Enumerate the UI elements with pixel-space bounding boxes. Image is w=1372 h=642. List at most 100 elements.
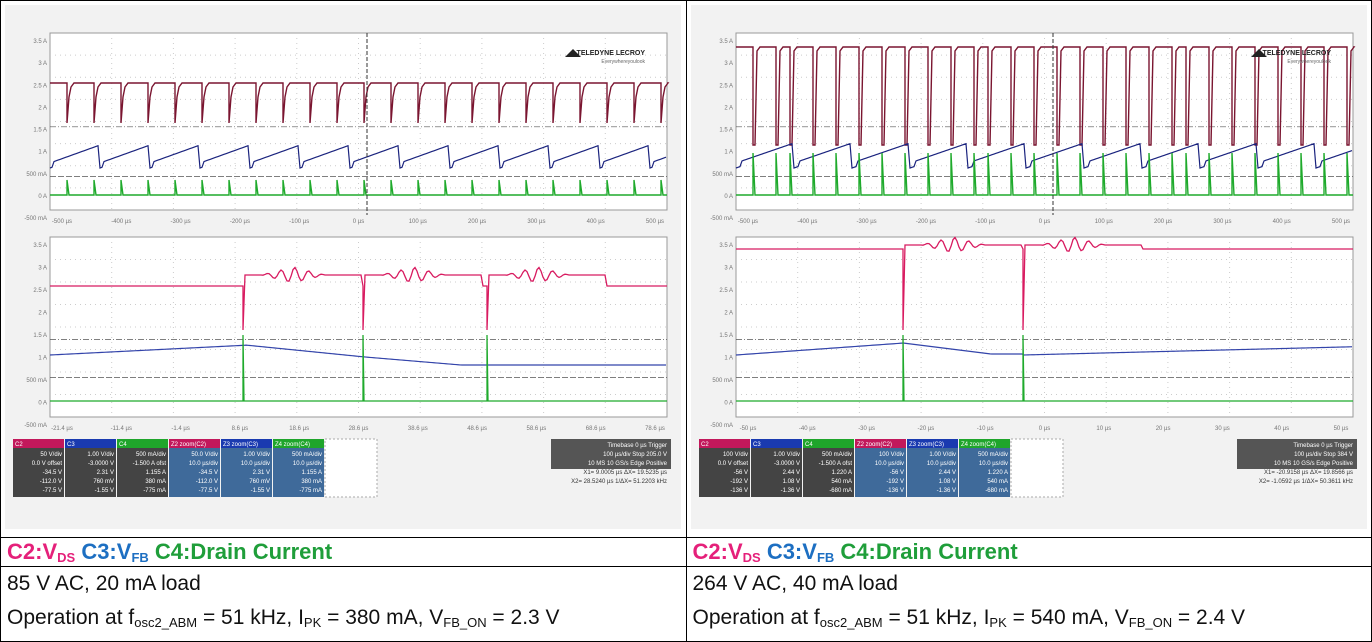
- text: = 51 kHz, I: [883, 606, 990, 629]
- channel-value: 500 mA/div: [821, 452, 851, 458]
- channel-label: C3: [67, 442, 75, 448]
- y-axis-label: 1.5 A: [33, 333, 47, 339]
- x-axis-label: 48.6 µs: [467, 426, 487, 432]
- channel-value: -192 V: [730, 479, 748, 485]
- x-axis-label: 20 µs: [1155, 426, 1170, 432]
- x-axis-label: 200 µs: [1154, 219, 1172, 225]
- scope-screenshot: 3.5 A3 A2.5 A2 A1.5 A1 A500 mA0 A-500 mA…: [691, 5, 1367, 529]
- y-axis-label: 3.5 A: [719, 243, 733, 249]
- channel-value: 1.220 A: [987, 470, 1007, 476]
- legend-cell: C2:VDS C3:VFB C4:Drain Current: [686, 538, 1372, 567]
- channel-label: Z2 zoom(C2): [171, 442, 206, 448]
- channel-label: Z3 zoom(C3): [909, 442, 944, 448]
- channel-value: 500 mA/div: [292, 452, 322, 458]
- x-axis-label: 100 µs: [409, 219, 427, 225]
- scope-cell: 3.5 A3 A2.5 A2 A1.5 A1 A500 mA0 A-500 mA…: [686, 1, 1372, 538]
- channel-value: 1.08 V: [782, 479, 799, 485]
- x-axis-label: -30 µs: [858, 426, 875, 432]
- logo: TELEDYNE LECROY: [577, 50, 646, 57]
- y-axis-label: 3 A: [724, 266, 733, 272]
- channel-value: 2.31 V: [253, 470, 270, 476]
- channel-value: 540 mA: [987, 479, 1008, 485]
- y-axis-label: 1 A: [38, 356, 47, 362]
- channel-value: 2.44 V: [782, 470, 799, 476]
- text: C2:V: [7, 539, 57, 564]
- timebase-text: Timebase 0 µs Trigger: [1293, 443, 1353, 449]
- channel-value: 380 mA: [301, 479, 322, 485]
- x-axis-label: 100 µs: [1094, 219, 1112, 225]
- channel-value: -1.55 V: [251, 488, 270, 494]
- y-axis-label: 2 A: [38, 311, 47, 317]
- channel-value: -34.5 V: [43, 470, 62, 476]
- x-axis-label: 38.6 µs: [408, 426, 428, 432]
- channel-value: 10.0 µs/div: [189, 461, 218, 467]
- channel-value: 100 V/div: [722, 452, 747, 458]
- x-axis-label: 200 µs: [468, 219, 486, 225]
- channel-value: 1.155 A: [302, 470, 322, 476]
- timebase-text: X1= -20.9158 µs ΔX= 19.8566 µs: [1264, 470, 1353, 476]
- y-axis-label: 2.5 A: [719, 288, 733, 294]
- scope-cell: 3.5 A 3 A 2.5 A 2 A 1.5 A 1 A 500 mA 0 A -500 mA…: [1, 1, 687, 538]
- channel-label: C3: [753, 442, 761, 448]
- text: = 2.4 V: [1172, 606, 1245, 629]
- y-axis-label: 3 A: [38, 266, 47, 272]
- y-axis-label: 2.5 A: [719, 83, 733, 89]
- legend-c4: C4:Drain Current: [155, 539, 332, 564]
- channel-value: -34.5 V: [199, 470, 218, 476]
- y-axis-label: 3 A: [38, 61, 47, 67]
- figure-table: 3.5 A 3 A 2.5 A 2 A 1.5 A 1 A 500 mA 0 A -500 mA…: [0, 0, 1372, 642]
- channel-value: 1.155 A: [146, 470, 166, 476]
- y-axis-label: 2 A: [724, 105, 733, 111]
- x-axis-label: -200 µs: [230, 219, 250, 225]
- y-axis-label: 1 A: [38, 150, 47, 156]
- channel-value: -775 mA: [299, 488, 322, 494]
- x-axis-label: 8.6 µs: [232, 426, 248, 432]
- timebase-text: Timebase 0 µs Trigger: [607, 443, 667, 449]
- channel-label: Z4 zoom(C4): [275, 442, 310, 448]
- y-axis-label: 2.5 A: [33, 83, 47, 89]
- channel-label: Z4 zoom(C4): [961, 442, 996, 448]
- timebase-text: 10 MS 10 GS/s Edge Positive: [588, 461, 668, 467]
- x-axis-label: -100 µs: [975, 219, 995, 225]
- x-axis-label: 68.6 µs: [586, 426, 606, 432]
- y-axis-label: -500 mA: [24, 216, 47, 222]
- channel-value: 1.220 A: [831, 470, 851, 476]
- x-axis-label: 78.6 µs: [645, 426, 665, 432]
- channel-label: C2: [15, 442, 23, 448]
- y-axis-label: -500 mA: [710, 216, 733, 222]
- x-axis-label: 300 µs: [1213, 219, 1231, 225]
- channel-label: C2: [701, 442, 709, 448]
- text: DS: [57, 550, 75, 565]
- scope-screenshot: 3.5 A 3 A 2.5 A 2 A 1.5 A 1 A 500 mA 0 A -500 mA…: [5, 5, 681, 529]
- x-axis-label: -400 µs: [111, 219, 131, 225]
- condition-cell: 264 V AC, 40 mA loadOperation at fosc2_A…: [686, 567, 1372, 642]
- channel-value: -56 V: [889, 470, 903, 476]
- legend-c2: C2:VDS: [7, 539, 75, 564]
- x-axis-label: -200 µs: [915, 219, 935, 225]
- x-axis-label: -11.4 µs: [111, 426, 132, 432]
- operation: Operation at fosc2_ABM = 51 kHz, IPK = 5…: [693, 601, 1372, 635]
- channel-value: 540 mA: [831, 479, 852, 485]
- y-axis-label: 0 A: [38, 194, 47, 200]
- channel-value: 2.31 V: [97, 470, 114, 476]
- y-axis-label: 500 mA: [26, 172, 47, 178]
- subscript: osc2_ABM: [134, 615, 197, 630]
- channel-label: Z2 zoom(C2): [857, 442, 892, 448]
- y-axis-label: 3.5 A: [33, 243, 47, 249]
- x-axis-label: 30 µs: [1214, 426, 1229, 432]
- channel-value: 500 mA/div: [977, 452, 1007, 458]
- y-axis-label: 1.5 A: [719, 333, 733, 339]
- channel-value: 50.0 V/div: [191, 452, 218, 458]
- text: FB: [131, 550, 148, 565]
- channel-value: -56 V: [733, 470, 747, 476]
- x-axis-label: 0 µs: [1038, 219, 1049, 225]
- channel-value: 380 mA: [145, 479, 166, 485]
- timebase-text: 10 MS 10 GS/s Edge Positive: [1273, 461, 1353, 467]
- channel-value: -77.5 V: [199, 488, 218, 494]
- text: C2:V: [693, 539, 743, 564]
- y-axis-label: 2 A: [38, 105, 47, 111]
- y-axis-label: -500 mA: [710, 423, 733, 429]
- operation: Operation at fosc2_ABM = 51 kHz, IPK = 3…: [7, 601, 686, 635]
- y-axis-label: 1.5 A: [719, 128, 733, 134]
- x-axis-label: 18.6 µs: [289, 426, 309, 432]
